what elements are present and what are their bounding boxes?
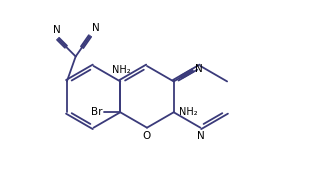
Text: N: N <box>53 25 61 35</box>
Text: NH₂: NH₂ <box>179 107 198 117</box>
Text: N: N <box>92 23 100 33</box>
Text: O: O <box>143 131 151 141</box>
Text: Br: Br <box>91 107 103 117</box>
Text: NH₂: NH₂ <box>113 65 131 75</box>
Text: N: N <box>196 131 204 141</box>
Text: N: N <box>195 64 203 74</box>
